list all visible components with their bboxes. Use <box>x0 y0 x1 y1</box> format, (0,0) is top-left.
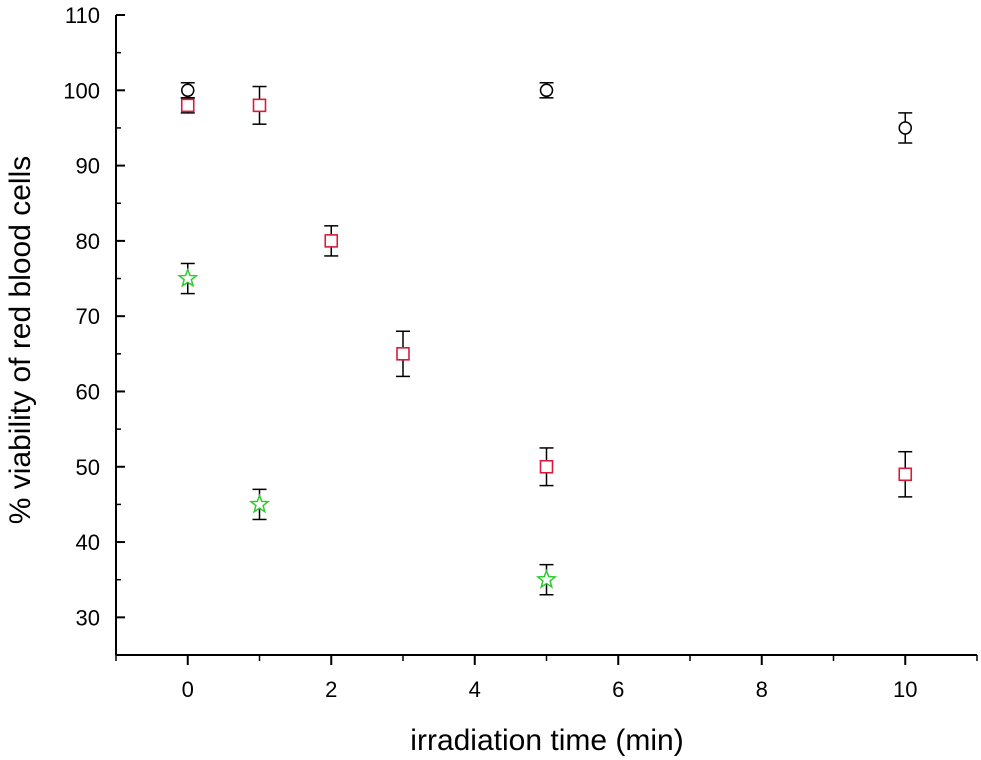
y-tick-label: 60 <box>76 379 100 404</box>
data-markers <box>177 83 913 589</box>
star-marker <box>535 568 558 589</box>
y-tick-label: 90 <box>76 154 100 179</box>
y-tick-label: 30 <box>76 605 100 630</box>
y-axis-title: % viability of red blood cells <box>4 156 37 525</box>
star-marker <box>248 493 271 514</box>
y-tick-label: 80 <box>76 229 100 254</box>
y-tick-label: 50 <box>76 455 100 480</box>
square-marker <box>180 98 195 113</box>
x-axis-title: irradiation time (min) <box>410 724 683 757</box>
x-tick-label: 0 <box>182 677 194 702</box>
circle-marker <box>539 83 554 98</box>
square-marker <box>396 347 410 361</box>
circle-marker <box>181 83 195 98</box>
x-tick-label: 6 <box>612 677 624 702</box>
y-tick-label: 110 <box>65 3 100 28</box>
square-marker <box>324 234 339 248</box>
square-marker <box>252 98 267 113</box>
y-tick-label: 40 <box>76 530 100 555</box>
x-tick-label: 4 <box>469 677 481 702</box>
y-tick-label: 70 <box>76 304 100 329</box>
circle-marker <box>898 121 912 135</box>
square-marker <box>898 467 913 482</box>
star-marker <box>177 267 199 288</box>
square-marker <box>539 459 554 474</box>
y-tick-label: 100 <box>63 78 100 103</box>
error-bars <box>180 82 913 596</box>
x-tick-label: 10 <box>893 677 917 702</box>
axes: 30 40 50 60 70 80 90 100 110 0 2 4 6 8 10 <box>63 3 978 702</box>
x-tick-label: 8 <box>756 677 768 702</box>
x-tick-label: 2 <box>325 677 337 702</box>
